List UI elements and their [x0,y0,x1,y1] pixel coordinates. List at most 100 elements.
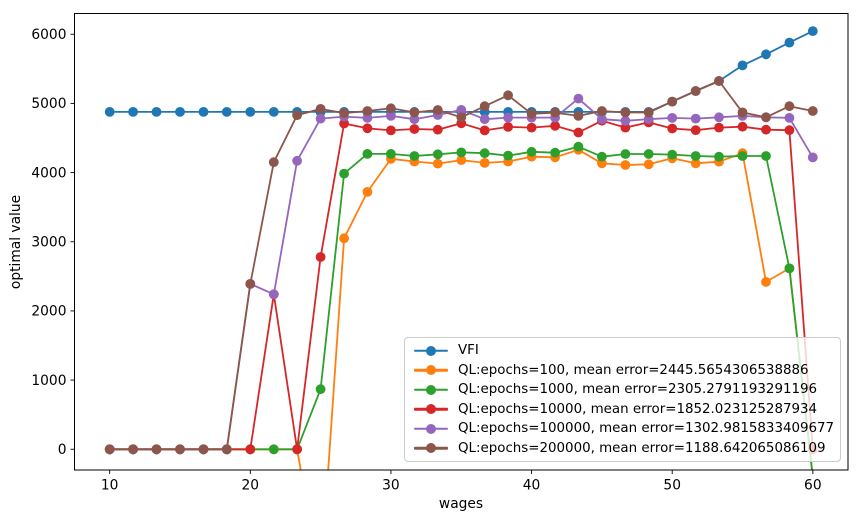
data-point [597,114,607,125]
y-tick-label: 3000 [31,235,66,251]
data-point [503,150,513,161]
data-point [104,444,115,455]
data-point [315,252,326,262]
data-point [175,444,185,455]
legend-entry: QL:epochs=1000, mean error=2305.27911932… [414,383,831,396]
data-point [479,125,490,136]
data-point [268,444,279,455]
data-point [456,105,467,115]
data-point [643,159,654,170]
data-point [456,155,467,166]
data-point [292,444,302,455]
series-markers-1 [104,144,795,455]
data-point [690,113,701,124]
data-point [597,106,607,116]
legend-entry: QL:epochs=10000, mean error=1852.0231252… [414,402,831,416]
legend-sample [414,364,448,376]
data-point [315,384,326,395]
data-point [620,149,631,159]
data-point [104,107,115,117]
data-point [784,113,795,123]
data-point [409,151,420,161]
data-point [667,149,678,160]
data-point [761,151,771,161]
data-point [432,124,443,135]
legend-sample [414,384,448,396]
data-point [690,125,701,136]
data-point [268,107,279,117]
x-axis-label: wages [438,496,484,512]
legend-sample-marker [426,345,436,356]
data-point [151,107,162,117]
y-tick-label: 1000 [31,373,66,389]
data-point [339,108,349,118]
data-point [784,263,795,274]
data-point [737,151,748,161]
data-point [198,444,209,455]
y-tick-label: 5000 [31,96,66,112]
data-point [409,107,420,118]
data-point [620,107,631,118]
data-point [245,279,256,289]
legend-entry: VFI [414,344,831,357]
series-markers-0 [104,26,818,117]
data-point [245,107,256,117]
data-point [550,120,560,131]
data-point [432,105,443,115]
legend-sample-marker [426,443,436,454]
series-line-0 [108,30,814,113]
data-point [667,123,678,134]
legend-sample-marker [426,423,436,434]
data-point [807,106,818,116]
data-point [479,101,490,112]
legend-entry: QL:epochs=200000, mean error=1188.642065… [414,440,831,456]
data-point [479,158,490,168]
data-point [479,114,490,125]
data-point [432,149,443,160]
data-point [667,113,678,123]
data-point [714,151,724,162]
data-point [386,125,396,136]
data-point [643,107,654,118]
y-tick-label: 2000 [31,304,66,320]
data-point [597,151,607,162]
legend-sample [414,423,448,435]
data-point [690,86,701,96]
y-tick-label: 0 [58,442,67,458]
data-point [784,125,795,136]
data-point [479,148,490,159]
y-tick-label: 4000 [31,165,66,181]
data-point [339,168,349,179]
data-point [292,155,302,166]
data-point [761,49,771,60]
legend-label: QL:epochs=200000, mean error=1188.642065… [458,440,826,456]
data-point [761,277,771,287]
data-point [339,233,349,244]
data-point [526,146,537,157]
data-point [784,37,795,48]
data-point [573,141,584,152]
x-tick-label: 50 [663,478,681,494]
data-point [268,289,279,300]
data-point [151,444,162,455]
data-point [690,158,701,169]
data-point [667,96,678,107]
data-point [714,122,724,133]
data-point [526,122,537,133]
data-point [526,108,537,119]
data-point [386,103,396,114]
data-point [737,107,748,118]
x-tick-label: 30 [382,478,400,494]
data-point [737,121,748,132]
legend-entry: QL:epochs=100000, mean error=1302.981583… [414,422,834,435]
data-point [807,26,818,36]
data-point [362,187,373,197]
data-point [643,149,654,159]
data-point [643,114,654,125]
data-point [386,149,396,159]
data-point [386,111,396,121]
data-point [221,444,232,455]
data-point [737,60,748,71]
data-point [503,112,513,123]
